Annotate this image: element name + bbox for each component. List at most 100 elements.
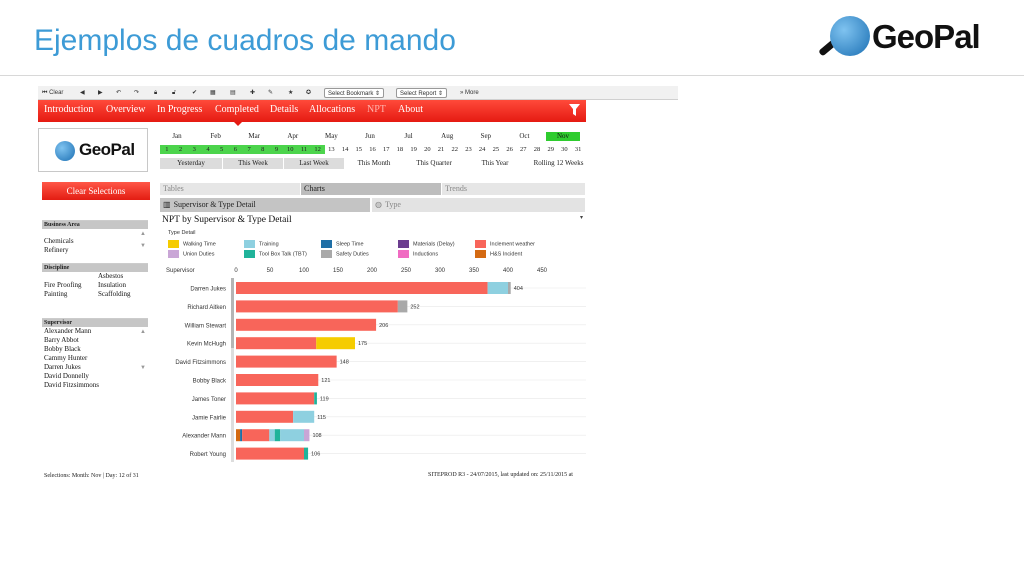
legend-item[interactable]: Tool Box Talk (TBT) [244,250,307,258]
tab-allocations[interactable]: Allocations [309,104,356,115]
list-item[interactable]: Cammy Hunter [44,354,88,362]
plus-icon[interactable]: ✚ [250,90,256,96]
scroll-arrows-icon[interactable]: ▲ ▼ [140,231,146,249]
tab-details[interactable]: Details [270,104,299,115]
legend-item[interactable]: Sleep Time [321,240,364,248]
day-4[interactable]: 4 [201,145,215,154]
day-1[interactable]: 1 [160,145,174,154]
tab-in-progress[interactable]: In Progress [157,104,203,115]
tab-overview[interactable]: Overview [106,104,146,115]
scroll-arrows-icon[interactable]: ▲ ▼ [140,329,146,371]
list-item[interactable]: Darren Jukes [44,363,81,371]
day-2[interactable]: 2 [173,145,188,154]
day-26[interactable]: 26 [506,146,513,153]
list-item[interactable]: Asbestos [98,272,124,280]
list-item[interactable]: Insulation [98,281,126,289]
day-9[interactable]: 9 [269,145,284,154]
forward-icon[interactable]: ▶ [98,90,103,96]
month-jul[interactable]: Jul [404,132,413,140]
clear-selections-button[interactable]: Clear Selections [42,182,150,200]
filter-icon[interactable] [569,104,580,116]
day-25[interactable]: 25 [492,146,500,153]
legend-item[interactable]: Safety Duties [321,250,369,258]
day-6[interactable]: 6 [228,145,243,154]
day-12[interactable]: 12 [310,145,325,154]
day-24[interactable]: 24 [478,146,486,153]
back-icon[interactable]: ◀ [80,90,85,96]
tab-npt[interactable]: NPT [367,104,386,115]
bookmark-select[interactable]: Select Bookmark ⇕ [324,88,385,98]
legend-item[interactable]: Inclement weather [475,240,535,248]
day-30[interactable]: 30 [561,146,568,153]
legend-item[interactable]: Union Duties [168,250,215,258]
month-oct[interactable]: Oct [519,132,530,140]
range-this-week[interactable]: This Week [223,158,283,169]
list-item[interactable]: Barry Abbot [44,336,79,344]
tab-charts[interactable]: Charts [301,183,441,195]
chart-icon[interactable]: ▤ [230,90,236,96]
day-31[interactable]: 31 [574,146,582,153]
tab-about[interactable]: About [398,104,423,115]
day-7[interactable]: 7 [242,145,256,154]
range-last-week[interactable]: Last Week [284,158,344,169]
chart-menu-icon[interactable]: ▾ [580,215,584,221]
day-13[interactable]: 13 [328,146,335,153]
day-22[interactable]: 22 [451,146,458,153]
grid-icon[interactable]: ▦ [210,90,216,96]
day-18[interactable]: 18 [396,146,404,153]
list-item[interactable]: David Donnelly [44,372,89,380]
undo-icon[interactable]: ↶ [116,90,122,96]
day-27[interactable]: 27 [520,146,527,153]
star-filled-icon[interactable]: ✪ [306,90,312,96]
list-item[interactable]: Bobby Black [44,345,81,353]
tab-introduction[interactable]: Introduction [44,104,94,115]
more-button[interactable]: » More [460,90,479,96]
day-14[interactable]: 14 [341,146,349,153]
day-3[interactable]: 3 [187,145,202,154]
day-20[interactable]: 20 [424,146,431,153]
tab-completed[interactable]: Completed [215,104,259,115]
day-5[interactable]: 5 [214,145,229,154]
day-21[interactable]: 21 [437,146,445,153]
day-15[interactable]: 15 [355,146,363,153]
list-item[interactable]: Fire Proofing [44,281,82,289]
unlock-icon[interactable]: 🔓︎ [172,90,176,96]
day-23[interactable]: 23 [465,146,472,153]
day-10[interactable]: 10 [283,145,298,154]
day-29[interactable]: 29 [547,146,554,153]
report-select[interactable]: Select Report ⇕ [396,88,448,98]
range-this-month[interactable]: This Month [357,159,391,167]
list-item[interactable]: David Fitzsimmons [44,381,100,389]
tab-trends[interactable]: Trends [442,183,585,195]
list-item[interactable]: Chemicals [44,237,74,245]
range-this-quarter[interactable]: This Quarter [416,159,452,167]
tab-supervisor-type-detail[interactable]: ▥ Supervisor & Type Detail [160,198,370,212]
month-aug[interactable]: Aug [441,132,454,140]
list-item[interactable]: Refinery [44,246,69,254]
range-this-year[interactable]: This Year [481,159,509,167]
month-nov[interactable]: Nov [546,132,580,141]
list-item[interactable]: Painting [44,290,68,298]
day-11[interactable]: 11 [297,145,311,154]
day-16[interactable]: 16 [369,146,376,153]
list-item[interactable]: Alexander Mann [44,327,92,335]
month-feb[interactable]: Feb [210,132,221,140]
tab-tables[interactable]: Tables [160,183,300,195]
month-sep[interactable]: Sep [480,132,492,140]
legend-item[interactable]: Training [244,240,279,248]
month-may[interactable]: May [324,132,338,140]
range-rolling-12-weeks[interactable]: Rolling 12 Weeks [533,159,584,167]
day-8[interactable]: 8 [255,145,270,154]
month-apr[interactable]: Apr [287,132,299,140]
month-mar[interactable]: Mar [248,132,261,140]
pen-icon[interactable]: ✎ [268,90,274,96]
tab-type[interactable]: ◍ Type [372,198,585,212]
day-17[interactable]: 17 [382,146,390,153]
star-icon[interactable]: ★ [288,90,294,96]
check-icon[interactable]: ✔ [192,90,198,96]
range-yesterday[interactable]: Yesterday [160,158,222,169]
legend-item[interactable]: Inductions [398,250,438,258]
redo-icon[interactable]: ↷ [134,90,140,96]
month-jun[interactable]: Jun [365,132,375,140]
day-28[interactable]: 28 [533,146,541,153]
